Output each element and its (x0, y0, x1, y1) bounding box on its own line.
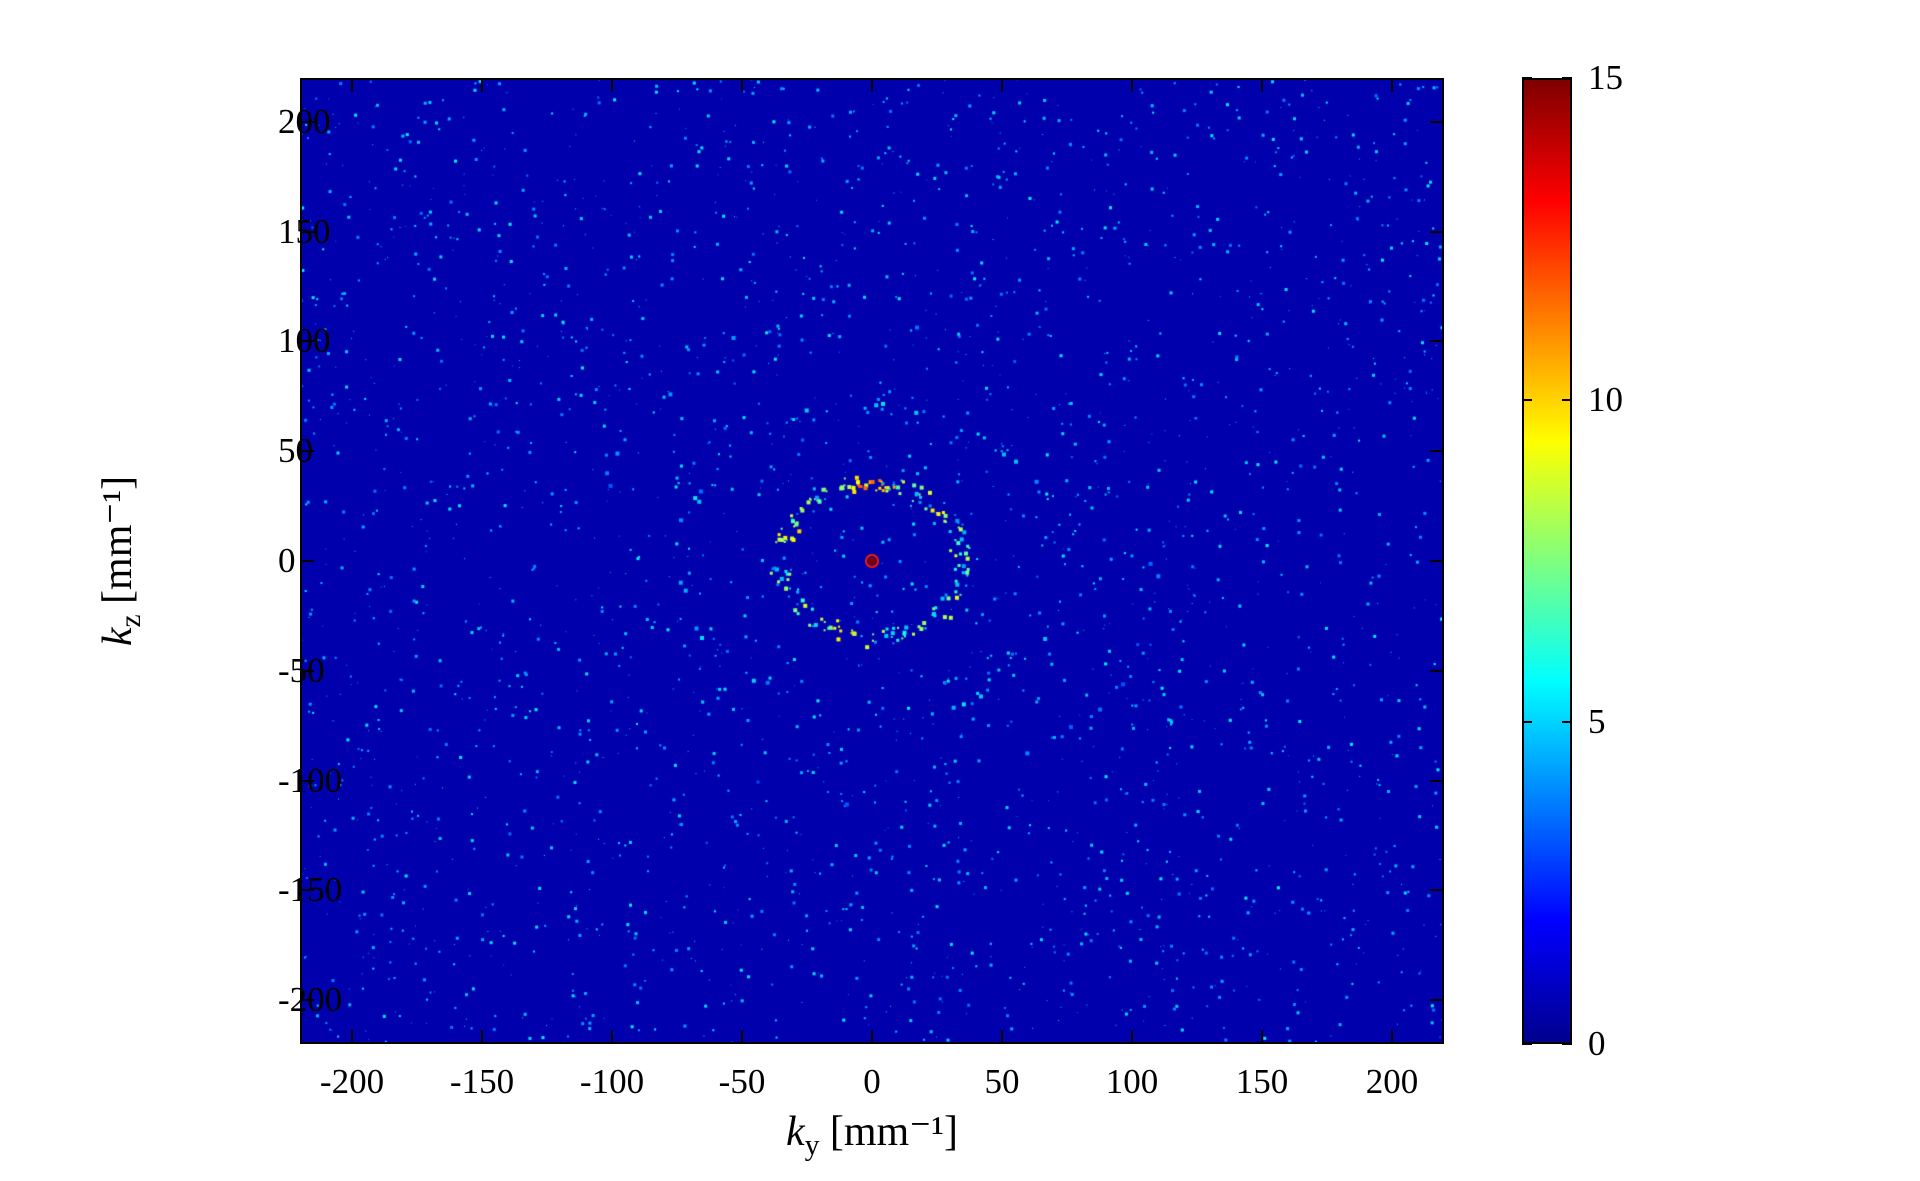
y-tick (1430, 889, 1444, 891)
x-tick (871, 78, 873, 92)
x-tick (1131, 78, 1133, 92)
colorbar-tick (1522, 1043, 1532, 1045)
y-axis-unit: [mm⁻¹] (95, 476, 141, 604)
x-ticklabel: 100 (1106, 1062, 1159, 1102)
x-axis-label: ky [mm⁻¹] (786, 1106, 958, 1162)
x-tick (1261, 1030, 1263, 1044)
x-axis-unit: [mm⁻¹] (830, 1109, 958, 1155)
x-tick (611, 1030, 613, 1044)
x-tick (1001, 1030, 1003, 1044)
x-ticklabel: 200 (1366, 1062, 1419, 1102)
heatmap-canvas (300, 78, 1444, 1044)
y-tick (1430, 231, 1444, 233)
colorbar-tick (1562, 721, 1572, 723)
x-ticklabel: 150 (1236, 1062, 1289, 1102)
x-tick (351, 78, 353, 92)
colorbar-ticklabel: 0 (1588, 1024, 1606, 1064)
x-tick (351, 1030, 353, 1044)
x-ticklabel: -50 (719, 1062, 766, 1102)
colorbar-ticklabel: 10 (1588, 380, 1623, 420)
x-axis-var: k (786, 1109, 805, 1155)
x-tick (871, 1030, 873, 1044)
x-tick (1001, 78, 1003, 92)
x-tick (611, 78, 613, 92)
colorbar-tick (1562, 399, 1572, 401)
x-axis-sub: y (805, 1129, 820, 1161)
colorbar-ticklabel: 5 (1588, 702, 1606, 742)
figure: ky [mm⁻¹] kz [mm⁻¹] -200-150-100-5005010… (0, 0, 1920, 1181)
y-tick (1430, 670, 1444, 672)
x-ticklabel: 0 (863, 1062, 881, 1102)
colorbar-tick (1522, 399, 1532, 401)
y-axis-var: k (95, 627, 141, 646)
colorbar-ticklabel: 15 (1588, 58, 1623, 98)
y-tick (300, 560, 314, 562)
y-tick (1430, 450, 1444, 452)
x-tick (741, 1030, 743, 1044)
x-tick (1391, 1030, 1393, 1044)
x-tick (1131, 1030, 1133, 1044)
x-tick (741, 78, 743, 92)
colorbar-canvas (1524, 80, 1570, 1042)
x-ticklabel: -150 (450, 1062, 514, 1102)
colorbar-tick (1562, 1043, 1572, 1045)
y-tick (1430, 560, 1444, 562)
colorbar-tick (1522, 721, 1532, 723)
y-tick (1430, 780, 1444, 782)
x-ticklabel: -100 (580, 1062, 644, 1102)
colorbar-tick (1522, 77, 1532, 79)
colorbar (1522, 78, 1572, 1044)
colorbar-tick (1562, 77, 1572, 79)
x-tick (1391, 78, 1393, 92)
y-tick (1430, 340, 1444, 342)
y-tick (1430, 999, 1444, 1001)
heatmap-plot (300, 78, 1444, 1044)
x-tick (481, 1030, 483, 1044)
x-tick (481, 78, 483, 92)
x-ticklabel: -200 (320, 1062, 384, 1102)
x-ticklabel: 50 (985, 1062, 1020, 1102)
x-tick (1261, 78, 1263, 92)
y-axis-label: kz [mm⁻¹] (92, 476, 148, 646)
y-axis-sub: z (115, 614, 147, 627)
y-tick (1430, 121, 1444, 123)
